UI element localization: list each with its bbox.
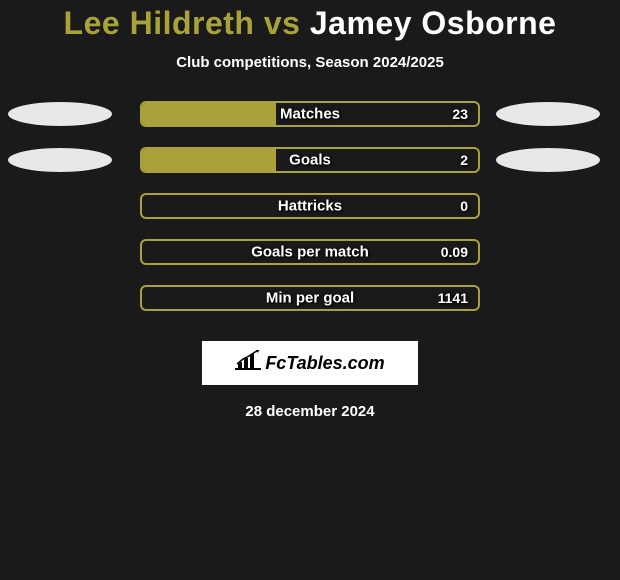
- bar-wrap: Goals 2: [140, 147, 480, 173]
- stat-row-goals: Goals 2: [0, 147, 620, 173]
- subtitle: Club competitions, Season 2024/2025: [0, 54, 620, 71]
- right-ellipse: [496, 148, 600, 172]
- chart-icon: [235, 350, 261, 377]
- logo-box: FcTables.com: [202, 341, 418, 385]
- stat-label: Min per goal: [142, 290, 478, 307]
- logo-text: FcTables.com: [265, 353, 384, 374]
- bar-wrap: Matches 23: [140, 101, 480, 127]
- stat-row-matches: Matches 23: [0, 101, 620, 127]
- left-ellipse: [8, 102, 112, 126]
- stat-row-goals-per-match: Goals per match 0.09: [0, 239, 620, 265]
- title-vs: vs: [254, 5, 309, 41]
- stat-value: 0: [460, 198, 468, 214]
- bar-wrap: Goals per match 0.09: [140, 239, 480, 265]
- bar-wrap: Hattricks 0: [140, 193, 480, 219]
- player2-name: Jamey Osborne: [310, 5, 557, 41]
- stat-label: Goals per match: [142, 244, 478, 261]
- date-label: 28 december 2024: [0, 403, 620, 420]
- stat-label: Hattricks: [142, 198, 478, 215]
- stat-row-hattricks: Hattricks 0: [0, 193, 620, 219]
- player1-name: Lee Hildreth: [64, 5, 255, 41]
- chart-container: Lee Hildreth vs Jamey Osborne Club compe…: [0, 0, 620, 420]
- stat-value: 23: [452, 106, 468, 122]
- stat-value: 0.09: [441, 244, 468, 260]
- stat-row-min-per-goal: Min per goal 1141: [0, 285, 620, 311]
- stat-label: Matches: [142, 106, 478, 123]
- bar-wrap: Min per goal 1141: [140, 285, 480, 311]
- stat-value: 1141: [438, 290, 468, 306]
- stat-rows: Matches 23 Goals 2 Hattricks 0: [0, 101, 620, 311]
- page-title: Lee Hildreth vs Jamey Osborne: [0, 5, 620, 42]
- left-ellipse: [8, 148, 112, 172]
- stat-label: Goals: [142, 152, 478, 169]
- right-ellipse: [496, 102, 600, 126]
- stat-value: 2: [460, 152, 468, 168]
